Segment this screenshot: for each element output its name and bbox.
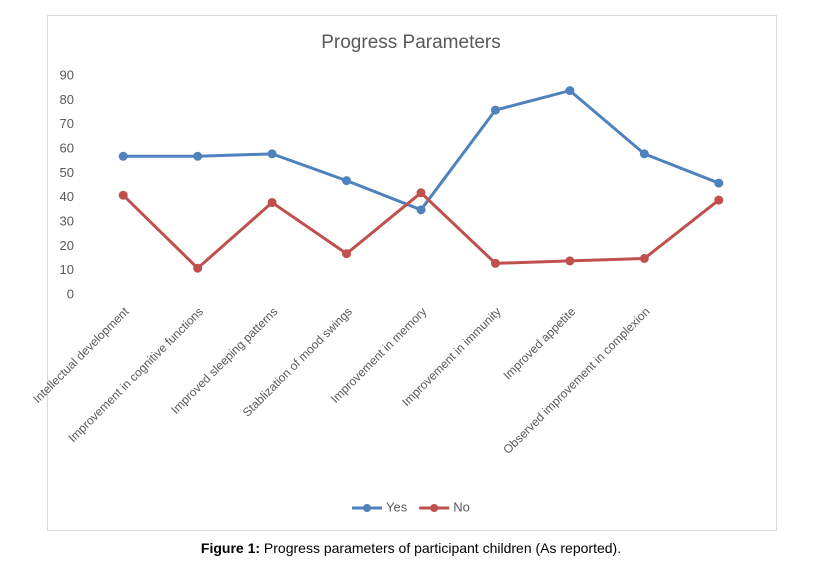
legend-marker: [430, 504, 439, 512]
point: [416, 205, 426, 215]
chart-title: Progress Parameters: [321, 32, 501, 53]
caption-label: Figure 1:: [201, 540, 260, 556]
chart-frame: [47, 15, 777, 531]
legend-label: No: [453, 499, 470, 514]
point: [565, 86, 575, 96]
point: [193, 263, 203, 273]
point: [639, 254, 649, 263]
point: [267, 198, 277, 208]
point: [267, 149, 277, 159]
point: [342, 176, 352, 186]
point: [118, 190, 128, 200]
legend-item: Yes: [352, 499, 408, 514]
point: [490, 105, 500, 115]
y-tick-label: 20: [60, 238, 74, 253]
point: [118, 151, 128, 161]
y-tick-label: 30: [60, 213, 74, 228]
caption: Figure 1: Progress parameters of partici…: [201, 540, 621, 556]
y-tick-label: 50: [60, 165, 74, 180]
caption-text: Progress parameters of participant child…: [264, 540, 621, 556]
point: [193, 151, 203, 161]
point: [490, 258, 500, 268]
point: [714, 178, 724, 188]
y-tick-label: 10: [60, 262, 74, 277]
y-tick-label: 40: [60, 189, 74, 204]
point: [416, 188, 426, 198]
legend-label: Yes: [386, 499, 408, 514]
point: [342, 249, 352, 259]
y-tick-label: 70: [60, 116, 74, 131]
legend-item: No: [419, 499, 470, 514]
y-tick-label: 80: [60, 92, 74, 107]
y-tick-label: 0: [67, 286, 74, 301]
y-tick-label: 60: [60, 140, 74, 155]
point: [565, 256, 575, 266]
y-tick-label: 90: [60, 67, 74, 82]
point: [714, 195, 724, 205]
legend-marker: [363, 504, 371, 512]
point: [639, 149, 649, 159]
